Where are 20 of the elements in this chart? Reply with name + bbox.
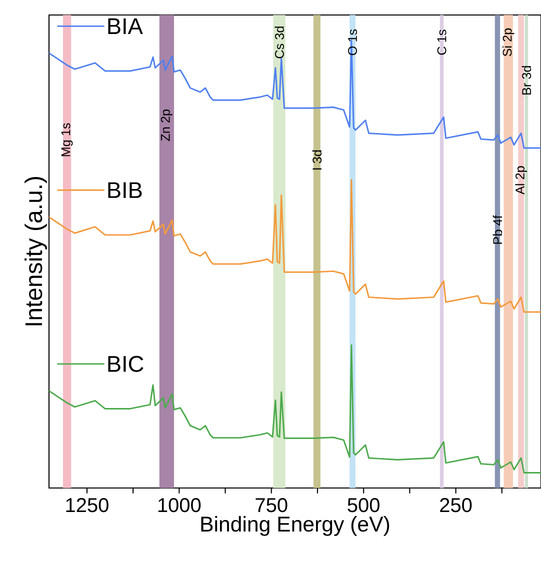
x-axis-title: Binding Energy (eV) xyxy=(201,516,390,536)
band-label: Cs 3d xyxy=(274,26,284,58)
band-label: Mg 1s xyxy=(61,123,73,156)
x-tick-label: 1000 xyxy=(158,498,201,512)
x-tick-label: 1250 xyxy=(66,498,108,512)
band-label: Zn 2p xyxy=(160,110,172,141)
legend-label: BIA xyxy=(108,18,143,34)
band-label: Br 3d xyxy=(522,66,532,94)
legend-label: BIC xyxy=(108,356,144,372)
x-tick-label: 750 xyxy=(256,498,288,512)
band-label: O 1s xyxy=(348,29,358,56)
band-label: Pb 4f xyxy=(492,215,502,244)
legend-label: BIB xyxy=(108,182,142,198)
band-label: Al 2p xyxy=(515,166,527,194)
band-label: C 1s xyxy=(437,30,446,55)
x-tick-label: 500 xyxy=(348,498,380,512)
band-label: Si 2p xyxy=(502,28,514,56)
x-tick-label: 250 xyxy=(440,498,472,512)
band-label: I 3d xyxy=(312,150,322,170)
y-axis-title: Intensity (a.u.) xyxy=(24,176,47,326)
